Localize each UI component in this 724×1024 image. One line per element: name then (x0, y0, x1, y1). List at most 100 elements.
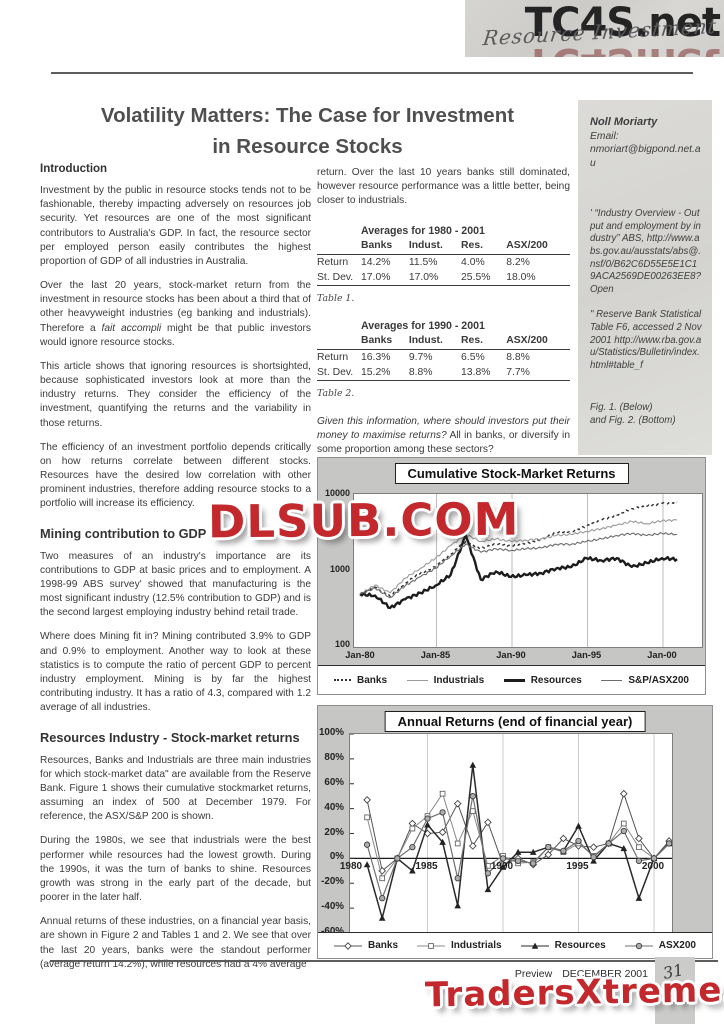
circle-marker (454, 875, 461, 882)
circle-marker-icon (624, 942, 653, 949)
table-row: Return 16.3% 9.7% 6.5% 8.8% (317, 348, 570, 365)
series-line-resources (366, 764, 670, 919)
x-tick-label: Jan-00 (647, 650, 677, 660)
triangle-marker (620, 845, 628, 852)
legend-entry: Banks (334, 675, 387, 686)
table-corner-cell (317, 239, 361, 255)
legend-entry: Banks (334, 940, 398, 952)
paragraph-italic-phrase: fait accompli (101, 322, 162, 334)
circle-marker (545, 844, 552, 851)
y-tick-label: 20% (324, 826, 344, 838)
legend-label: Resources (530, 674, 582, 686)
series-line-resources (359, 534, 678, 610)
circle-marker (635, 942, 642, 949)
triangle-marker (590, 857, 597, 864)
legend-entry: ASX200 (624, 940, 696, 952)
series-line-banks (359, 500, 678, 598)
figure-2-annual-returns-chart: Annual Returns (end of financial year) 1… (317, 705, 713, 959)
y-tick-label: 10000 (324, 488, 350, 498)
table-cell: 9.7% (408, 348, 462, 365)
footnote-1: ' “Industry Overview - Output and employ… (590, 208, 701, 295)
paragraph: Resources, Banks and Industrials are thr… (40, 754, 311, 823)
circle-marker (650, 855, 658, 862)
table-cell: St. Dev. (317, 364, 361, 381)
y-tick-label: 100 (334, 639, 350, 649)
circle-marker (424, 815, 431, 822)
circle-marker (363, 841, 371, 848)
x-tick-label: 1995 (566, 861, 589, 873)
y-tick-label: 60% (324, 776, 344, 788)
page-edge-strip (655, 957, 695, 1024)
diamond-marker-icon (334, 941, 362, 950)
table-cell: 6.5% (461, 348, 507, 365)
triangle-marker (409, 867, 416, 874)
square-marker (428, 942, 434, 949)
table-header-cell: Indust. (408, 334, 443, 346)
triangle-marker (439, 838, 446, 845)
table-cell: 4.0% (461, 253, 507, 270)
table-cell: 14.2% (361, 253, 409, 270)
y-tick-label: -60% (318, 926, 344, 937)
heading-mining: Mining contribution to GDP (40, 525, 207, 541)
triangle-marker (484, 886, 492, 893)
table-header-cell: Res. (461, 239, 483, 251)
table-cell: 8.8% (506, 348, 570, 365)
legend-label: Industrials (433, 674, 485, 686)
diamond-marker (559, 834, 568, 843)
footer-issue: DECEMBER 2001 (562, 968, 648, 980)
y-tick-label: 80% (324, 751, 344, 763)
circle-marker (635, 857, 643, 865)
circle-marker (409, 844, 416, 851)
page-title-line2: in Resource Stocks (212, 134, 403, 158)
bottom-rule (50, 960, 718, 962)
middle-column: return. Over the last 10 years banks sti… (317, 166, 570, 467)
series-line-industrials (359, 519, 678, 595)
circle-marker (499, 855, 507, 862)
left-column: Introduction Investment by the public in… (40, 163, 311, 982)
paragraph: Investment by the public in resource sto… (40, 185, 311, 267)
paragraph-text: might be that public investors would ign… (40, 322, 312, 348)
table-cell: 8.8% (408, 364, 462, 381)
circle-marker (605, 840, 612, 847)
table-cell: 18.0% (506, 269, 570, 286)
question-italic: Given this information, where should inv… (317, 415, 570, 441)
thin-line-icon (406, 679, 428, 681)
author-name: Noll Moriarty (590, 116, 658, 128)
diamond-marker (544, 850, 553, 859)
figure-caption-line1: Fig. 1. (Below) (590, 402, 653, 414)
table-header-cell: ASX/200 (506, 334, 548, 346)
question-rest: All in banks, or diversify in some propo… (317, 429, 570, 455)
table-cell: 8.2% (506, 253, 570, 270)
footer-preview-label: Preview (514, 968, 553, 980)
figure-caption-line2: and Fig. 2. (Bottom) (590, 415, 676, 427)
author-sidebar: Noll Moriarty Email: nmoriart@bigpond.ne… (578, 100, 712, 455)
y-tick-label: 100% (318, 727, 344, 738)
table-cell: 17.0% (361, 269, 409, 286)
table-header-cell: Banks (361, 334, 393, 346)
email-label: Email: (590, 131, 619, 142)
header-banner: TC4S.net TC4S.net Resource Investment (465, 0, 724, 57)
diamond-marker (453, 799, 462, 808)
x-tick-label: Jan-80 (345, 650, 375, 660)
square-marker (620, 820, 627, 827)
table-cell: 16.3% (361, 348, 409, 365)
table-cell: 15.2% (361, 364, 409, 381)
legend-label: Industrials (451, 940, 502, 951)
paragraph: This article shows that ignoring resourc… (40, 360, 311, 429)
legend-entry: Industrials (406, 674, 485, 686)
square-marker (439, 790, 446, 797)
circle-marker (439, 809, 446, 816)
x-tick-label: 1985 (415, 861, 438, 873)
circle-marker (394, 855, 401, 862)
page-title-line1: Volatility Matters: The Case for Investm… (100, 104, 515, 127)
square-marker (454, 840, 461, 847)
chart-legend: Banks Industrials Resources ASX200 (318, 932, 712, 958)
diamond-marker (468, 842, 477, 850)
dlsub-watermark: DLSUB.COM (207, 492, 520, 549)
paragraph: return. Over the last 10 years banks sti… (317, 167, 570, 207)
legend-label: Banks (368, 940, 399, 951)
chart-title: Cumulative Stock-Market Returns (394, 463, 629, 484)
series-line-s&p/asx200 (359, 532, 678, 599)
table-1: Averages for 1980 - 2001 Banks Indust. Res.… (317, 225, 570, 304)
table-2: Averages for 1990 - 2001 Banks Indust. Res.… (317, 320, 570, 399)
